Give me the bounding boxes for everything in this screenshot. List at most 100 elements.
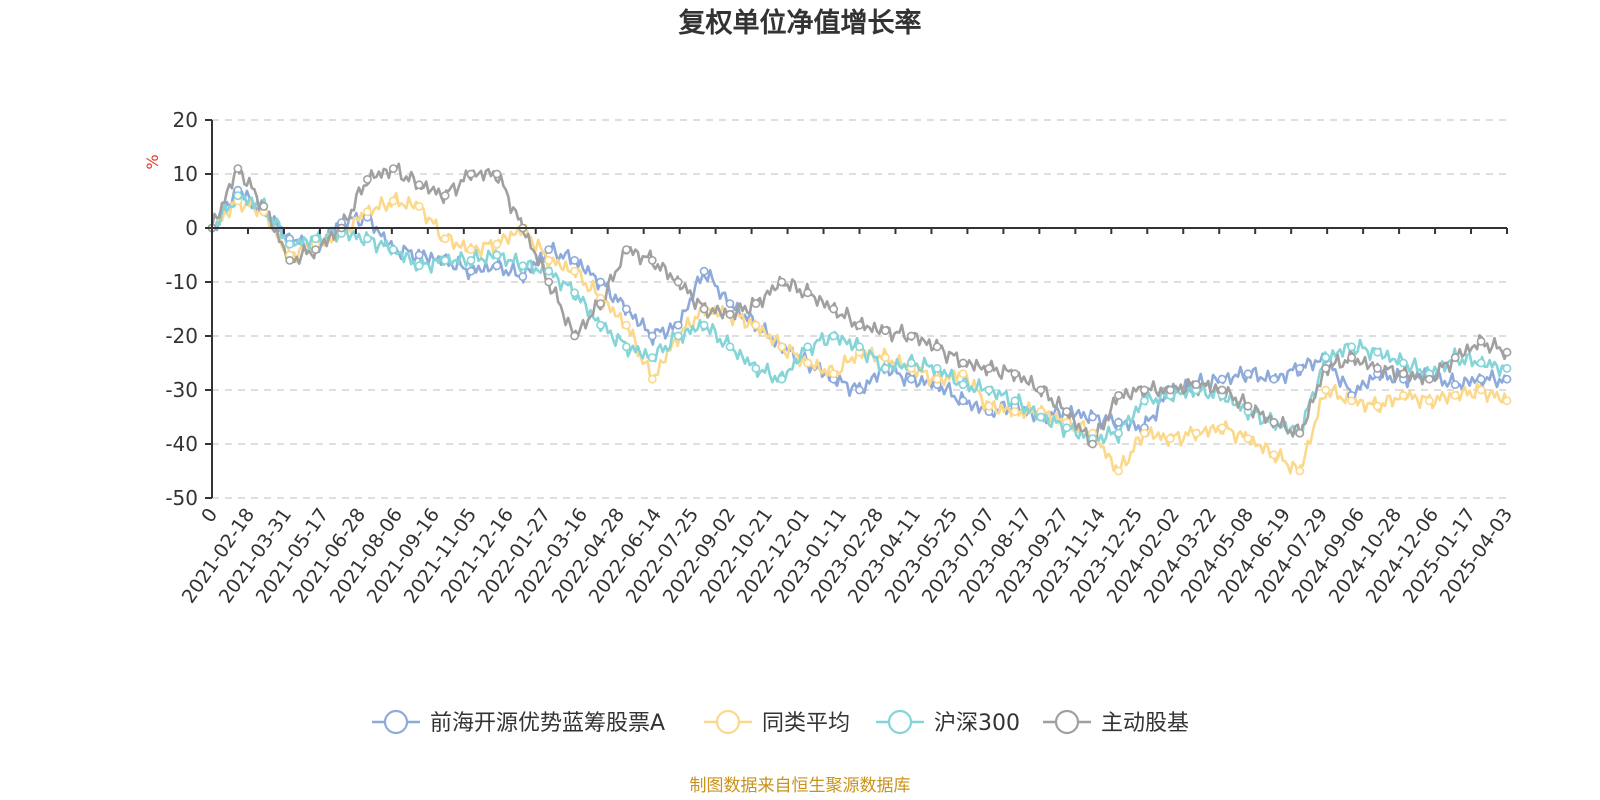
chart-title: 复权单位净值增长率 bbox=[679, 7, 922, 39]
data-point bbox=[647, 353, 657, 362]
data-point bbox=[1295, 466, 1305, 476]
data-point bbox=[622, 245, 631, 254]
data-point bbox=[673, 320, 683, 330]
data-point bbox=[414, 180, 424, 190]
data-point bbox=[622, 304, 631, 314]
data-point bbox=[492, 261, 502, 271]
data-point bbox=[414, 201, 424, 211]
data-point bbox=[958, 358, 968, 368]
data-point bbox=[881, 353, 890, 362]
y-tick-label: 10 bbox=[173, 162, 198, 186]
data-point bbox=[1269, 374, 1279, 384]
data-point bbox=[1450, 380, 1460, 389]
data-point bbox=[1347, 396, 1356, 406]
data-point bbox=[647, 331, 657, 341]
data-point bbox=[1424, 374, 1434, 384]
data-point bbox=[1165, 434, 1175, 443]
data-point bbox=[596, 320, 605, 330]
data-point bbox=[1191, 380, 1201, 389]
data-point bbox=[1399, 369, 1408, 379]
data-point bbox=[1217, 374, 1227, 384]
data-point bbox=[570, 255, 579, 265]
data-point bbox=[829, 331, 838, 341]
data-point bbox=[311, 245, 320, 254]
data-point bbox=[1243, 401, 1253, 411]
data-point bbox=[466, 245, 476, 254]
data-point bbox=[932, 342, 942, 352]
data-point bbox=[596, 277, 605, 287]
legend-swatch-circle bbox=[715, 709, 741, 735]
data-point bbox=[881, 326, 890, 335]
data-point bbox=[1502, 363, 1512, 373]
data-point bbox=[1373, 363, 1382, 373]
data-point bbox=[1036, 385, 1046, 395]
legend-item-0[interactable]: 前海开源优势蓝筹股票A bbox=[372, 709, 665, 736]
data-point bbox=[1347, 342, 1356, 352]
y-tick-label: -10 bbox=[165, 270, 198, 294]
series-line-1 bbox=[210, 191, 1509, 475]
data-point bbox=[647, 374, 657, 384]
data-point bbox=[984, 401, 994, 411]
data-point bbox=[1010, 396, 1020, 406]
data-point bbox=[388, 245, 398, 254]
legend-label: 同类平均 bbox=[762, 711, 850, 736]
data-point bbox=[1399, 358, 1408, 368]
data-point bbox=[647, 255, 657, 265]
data-point bbox=[855, 342, 864, 352]
data-point bbox=[699, 320, 709, 330]
data-point bbox=[1347, 353, 1356, 362]
data-point bbox=[622, 320, 631, 330]
data-point bbox=[1502, 374, 1512, 384]
data-point bbox=[1088, 439, 1097, 449]
data-point bbox=[570, 288, 579, 298]
data-point bbox=[1114, 417, 1123, 427]
data-point bbox=[1140, 396, 1149, 406]
data-point bbox=[544, 245, 554, 254]
data-point bbox=[1217, 385, 1227, 395]
data-point bbox=[958, 380, 968, 389]
data-point bbox=[1062, 423, 1072, 433]
data-point bbox=[673, 331, 683, 341]
y-tick-label: 20 bbox=[173, 108, 198, 132]
data-point bbox=[1295, 428, 1305, 438]
data-point bbox=[362, 234, 372, 244]
data-point bbox=[958, 396, 968, 406]
data-point bbox=[492, 239, 502, 249]
data-point bbox=[673, 277, 683, 287]
data-point bbox=[1502, 396, 1512, 406]
data-point bbox=[777, 342, 787, 352]
source-note: 制图数据来自恒生聚源数据库 bbox=[690, 776, 911, 796]
data-point bbox=[1114, 466, 1123, 476]
data-point bbox=[932, 374, 942, 384]
legend-item-2[interactable]: 沪深300 bbox=[876, 709, 1020, 736]
data-point bbox=[440, 191, 450, 200]
data-point bbox=[1450, 353, 1460, 362]
y-axis-unit: % bbox=[143, 154, 162, 169]
data-point bbox=[751, 299, 761, 308]
data-point bbox=[984, 385, 994, 395]
data-point bbox=[388, 196, 398, 206]
data-point bbox=[233, 164, 243, 173]
legend-swatch-circle bbox=[383, 709, 409, 735]
data-point bbox=[777, 374, 787, 384]
y-tick-label: 0 bbox=[185, 216, 198, 240]
grid-lines bbox=[212, 119, 1507, 499]
data-point bbox=[492, 169, 502, 179]
legend-swatch-circle bbox=[1054, 709, 1080, 735]
data-point bbox=[440, 255, 450, 265]
legend-item-1[interactable]: 同类平均 bbox=[704, 709, 850, 736]
legend-item-3[interactable]: 主动股基 bbox=[1043, 709, 1189, 736]
data-point bbox=[958, 369, 968, 379]
legend-label: 前海开源优势蓝筹股票A bbox=[430, 711, 665, 736]
data-point bbox=[1321, 353, 1331, 362]
data-point bbox=[725, 309, 735, 319]
data-point bbox=[1476, 358, 1486, 368]
legend: 前海开源优势蓝筹股票A 同类平均 沪深300 主动股基 bbox=[372, 709, 1189, 736]
data-point bbox=[803, 288, 813, 298]
data-point bbox=[751, 363, 761, 373]
data-point bbox=[362, 207, 372, 217]
data-point bbox=[1321, 363, 1331, 373]
data-point bbox=[906, 374, 916, 384]
data-point bbox=[622, 342, 631, 352]
